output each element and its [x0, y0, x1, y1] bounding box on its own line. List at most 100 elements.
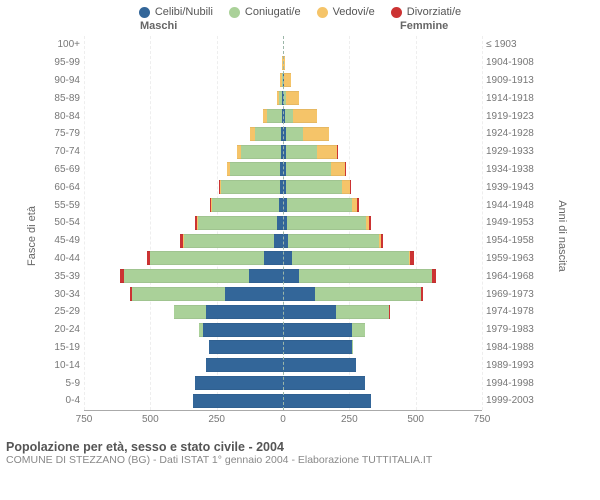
age-label: 45-49	[50, 235, 84, 246]
female-bar	[283, 356, 482, 374]
birth-label: 1979-1983	[482, 324, 534, 335]
segment-coniugati	[267, 109, 282, 123]
male-bar	[84, 321, 283, 339]
female-bar	[283, 339, 482, 357]
segment-divorziati	[421, 287, 423, 301]
segment-coniugati	[336, 305, 389, 319]
age-row: 65-691934-1938	[50, 161, 534, 179]
segment-divorziati	[381, 234, 384, 248]
age-row: 95-99 1904-1908	[50, 54, 534, 72]
segment-celibi	[249, 269, 283, 283]
age-row: 45-491954-1958	[50, 232, 534, 250]
female-bar	[283, 161, 482, 179]
segment-coniugati	[287, 198, 352, 212]
chart-footer: Popolazione per età, sesso e stato civil…	[0, 436, 600, 466]
segment-celibi	[283, 305, 336, 319]
segment-coniugati	[184, 234, 274, 248]
legend-item: Divorziati/e	[391, 6, 461, 18]
male-bar	[84, 89, 283, 107]
male-bar	[84, 339, 283, 357]
segment-celibi	[206, 305, 283, 319]
legend-label: Vedovi/e	[333, 6, 375, 18]
segment-coniugati	[286, 127, 303, 141]
birth-label: 1989-1993	[482, 360, 534, 371]
age-label: 5-9	[50, 378, 84, 389]
age-label: 95-99	[50, 57, 84, 68]
segment-coniugati	[288, 234, 378, 248]
age-row: 30-341969-1973	[50, 285, 534, 303]
x-tick: 750	[76, 411, 93, 425]
segment-divorziati	[337, 145, 338, 159]
age-row: 55-591944-1948	[50, 196, 534, 214]
x-tick: 500	[407, 411, 424, 425]
birth-label: 1924-1928	[482, 128, 534, 139]
y-axis-label-left: Fasce di età	[26, 206, 38, 266]
male-bar	[84, 285, 283, 303]
legend: Celibi/NubiliConiugati/eVedovi/eDivorzia…	[0, 0, 600, 20]
male-bar	[84, 107, 283, 125]
segment-vedovi	[303, 127, 330, 141]
birth-label: 1904-1908	[482, 57, 534, 68]
segment-vedovi	[286, 91, 299, 105]
segment-vedovi	[342, 180, 350, 194]
age-row: 60-641939-1943	[50, 178, 534, 196]
x-tick: 250	[208, 411, 225, 425]
segment-celibi	[283, 323, 352, 337]
segment-divorziati	[389, 305, 390, 319]
age-label: 80-84	[50, 111, 84, 122]
legend-swatch	[229, 7, 240, 18]
female-bar	[283, 285, 482, 303]
age-label: 65-69	[50, 164, 84, 175]
age-row: 90-94 1909-1913	[50, 72, 534, 90]
segment-coniugati	[241, 145, 281, 159]
male-bar	[84, 36, 283, 54]
segment-celibi	[283, 251, 292, 265]
chart-subtitle: COMUNE DI STEZZANO (BG) - Dati ISTAT 1° …	[6, 454, 594, 466]
age-label: 15-19	[50, 342, 84, 353]
segment-coniugati	[286, 145, 318, 159]
legend-item: Coniugati/e	[229, 6, 301, 18]
segment-coniugati	[174, 305, 206, 319]
segment-coniugati	[285, 109, 293, 123]
age-label: 40-44	[50, 253, 84, 264]
segment-vedovi	[293, 109, 317, 123]
male-bar	[84, 161, 283, 179]
birth-label: 1909-1913	[482, 75, 534, 86]
segment-celibi	[195, 376, 283, 390]
male-bar	[84, 267, 283, 285]
chart-title: Popolazione per età, sesso e stato civil…	[6, 440, 594, 454]
legend-label: Coniugati/e	[245, 6, 301, 18]
segment-coniugati	[124, 269, 249, 283]
male-bar	[84, 250, 283, 268]
age-label: 10-14	[50, 360, 84, 371]
age-label: 85-89	[50, 93, 84, 104]
age-label: 55-59	[50, 200, 84, 211]
chart-rows: 100+≤ 1903 95-99 1904-1908 90-94 1909-1913 85…	[50, 36, 534, 410]
birth-label: 1914-1918	[482, 93, 534, 104]
female-bar	[283, 267, 482, 285]
age-label: 50-54	[50, 217, 84, 228]
birth-label: 1974-1978	[482, 306, 534, 317]
age-label: 75-79	[50, 128, 84, 139]
male-bar	[84, 356, 283, 374]
segment-coniugati	[352, 340, 353, 354]
age-label: 90-94	[50, 75, 84, 86]
center-axis	[283, 36, 284, 410]
header-female: Femmine	[400, 20, 448, 32]
age-row: 100+≤ 1903	[50, 36, 534, 54]
birth-label: 1949-1953	[482, 217, 534, 228]
female-bar	[283, 303, 482, 321]
segment-coniugati	[286, 162, 331, 176]
segment-coniugati	[315, 287, 421, 301]
segment-divorziati	[432, 269, 436, 283]
segment-vedovi	[284, 73, 291, 87]
female-bar	[283, 36, 482, 54]
age-row: 85-89 1914-1918	[50, 89, 534, 107]
segment-divorziati	[410, 251, 413, 265]
segment-divorziati	[357, 198, 359, 212]
segment-divorziati	[345, 162, 346, 176]
header-male: Maschi	[140, 20, 177, 32]
age-row: 0-41999-2003	[50, 392, 534, 410]
segment-celibi	[283, 287, 315, 301]
birth-label: 1999-2003	[482, 395, 534, 406]
